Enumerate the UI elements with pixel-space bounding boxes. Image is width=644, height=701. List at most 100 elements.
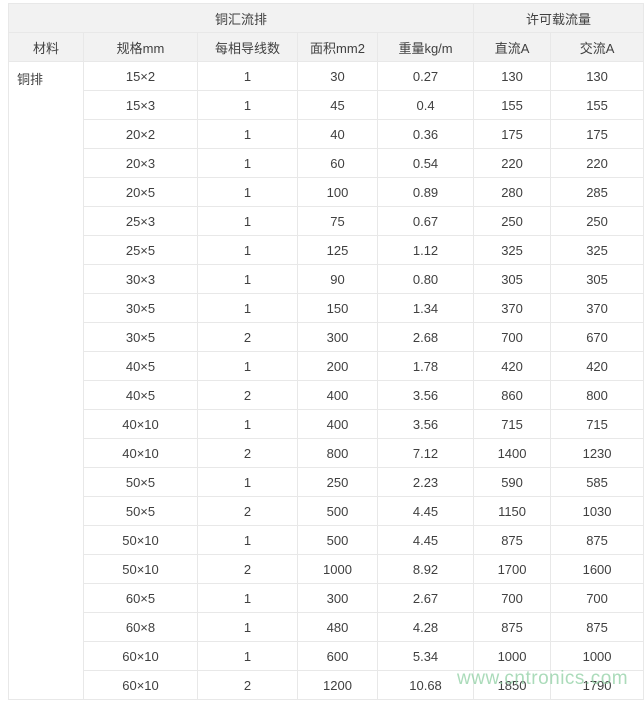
column-header: 面积mm2	[297, 32, 378, 62]
table-cell: 50×5	[83, 496, 198, 526]
table-cell: 325	[550, 235, 644, 265]
table-cell: 125	[297, 235, 378, 265]
table-cell: 1	[197, 351, 298, 381]
table-row: 25×5 1 125 1.12 325 325	[9, 235, 644, 265]
table-cell: 40	[297, 119, 378, 149]
table-cell: 155	[550, 90, 644, 120]
table-row: 30×5 1 150 1.34 370 370	[9, 293, 644, 323]
table-cell: 60×10	[83, 670, 198, 700]
table-cell: 130	[473, 61, 552, 91]
table-cell: 4.45	[376, 496, 475, 526]
table-cell: 2	[197, 554, 298, 584]
table-cell: 875	[473, 525, 552, 555]
table-cell: 40×10	[83, 409, 198, 439]
table-cell: 20×5	[83, 177, 198, 207]
table-cell: 500	[297, 525, 378, 555]
group-header-permissible-ampacity: 许可载流量	[473, 3, 644, 33]
column-header: 每相导线数	[197, 32, 298, 62]
busbar-spec-table: 铜汇流排 许可载流量 材料 规格mm 每相导线数 面积mm2 重量kg/m 直流A 交流A …	[7, 3, 644, 700]
table-cell: 7.12	[376, 438, 475, 468]
column-header: 材料	[8, 32, 84, 62]
table-cell: 30×3	[83, 264, 198, 294]
table-cell: 670	[550, 322, 644, 352]
table-cell: 875	[473, 612, 552, 642]
table-cell: 1	[197, 525, 298, 555]
table-cell: 370	[550, 293, 644, 323]
table-row: 铜排 15×2 1 30 0.27 130 130	[8, 61, 644, 700]
table-cell: 875	[550, 525, 644, 555]
table-row: 60×8 1 480 4.28 875 875	[9, 612, 644, 642]
table-cell: 15×3	[83, 90, 198, 120]
table-cell: 60×8	[83, 612, 198, 642]
table-cell: 20×2	[83, 119, 198, 149]
table-cell: 0.36	[376, 119, 475, 149]
table-cell: 2	[197, 670, 298, 700]
table-cell: 5.34	[376, 641, 475, 671]
table-cell: 45	[297, 90, 378, 120]
table-cell: 300	[297, 583, 378, 613]
table-cell: 2	[197, 438, 298, 468]
table-cell: 1150	[473, 496, 552, 526]
table-cell: 25×5	[83, 235, 198, 265]
table-cell: 1	[197, 641, 298, 671]
table-row: 50×10 2 1000 8.92 1700 1600	[9, 554, 644, 584]
table-row: 30×3 1 90 0.80 305 305	[9, 264, 644, 294]
table-cell: 0.4	[376, 90, 475, 120]
table-cell: 480	[297, 612, 378, 642]
table-cell: 175	[473, 119, 552, 149]
table-row: 60×5 1 300 2.67 700 700	[9, 583, 644, 613]
table-row: 60×10 1 600 5.34 1000 1000	[9, 641, 644, 671]
table-cell: 1230	[550, 438, 644, 468]
table-cell: 40×5	[83, 380, 198, 410]
table-row: 20×2 1 40 0.36 175 175	[9, 119, 644, 149]
table-cell: 715	[473, 409, 552, 439]
table-cell: 600	[297, 641, 378, 671]
table-cell: 100	[297, 177, 378, 207]
table-cell: 0.89	[376, 177, 475, 207]
group-header-row: 铜汇流排 许可载流量	[7, 3, 644, 33]
table-cell: 1	[197, 612, 298, 642]
table-cell: 280	[473, 177, 552, 207]
table-row: 50×10 1 500 4.45 875 875	[9, 525, 644, 555]
table-cell: 700	[550, 583, 644, 613]
table-cell: 30×5	[83, 293, 198, 323]
table-row: 20×3 1 60 0.54 220 220	[9, 148, 644, 178]
table-cell: 2	[197, 380, 298, 410]
table-cell: 75	[297, 206, 378, 236]
table-cell: 25×3	[83, 206, 198, 236]
table-cell: 1000	[473, 641, 552, 671]
column-header: 规格mm	[83, 32, 198, 62]
table-cell: 325	[473, 235, 552, 265]
table-row: 30×5 2 300 2.68 700 670	[9, 322, 644, 352]
table-cell: 30	[297, 61, 378, 91]
table-cell: 1.12	[376, 235, 475, 265]
table-row: 25×3 1 75 0.67 250 250	[9, 206, 644, 236]
table-cell: 590	[473, 467, 552, 497]
table-cell: 1	[197, 119, 298, 149]
table-cell: 305	[550, 264, 644, 294]
table-cell: 1700	[473, 554, 552, 584]
table-cell: 50×10	[83, 525, 198, 555]
table-cell: 1	[197, 177, 298, 207]
column-header: 直流A	[473, 32, 552, 62]
table-cell: 1600	[550, 554, 644, 584]
table-row: 40×10 1 400 3.56 715 715	[9, 409, 644, 439]
table-cell: 300	[297, 322, 378, 352]
table-cell: 370	[473, 293, 552, 323]
group-header-copper-busbar: 铜汇流排	[7, 3, 475, 33]
table-cell: 1000	[550, 641, 644, 671]
table-cell: 800	[297, 438, 378, 468]
table-row: 40×5 2 400 3.56 860 800	[9, 380, 644, 410]
table-cell: 860	[473, 380, 552, 410]
table-cell: 60×10	[83, 641, 198, 671]
table-cell: 200	[297, 351, 378, 381]
table-cell: 4.28	[376, 612, 475, 642]
table-cell: 1	[197, 148, 298, 178]
table-cell: 250	[550, 206, 644, 236]
table-cell: 1	[197, 409, 298, 439]
table-cell: 1400	[473, 438, 552, 468]
table-cell: 0.54	[376, 148, 475, 178]
table-cell: 875	[550, 612, 644, 642]
table-cell: 0.67	[376, 206, 475, 236]
table-cell: 1	[197, 90, 298, 120]
